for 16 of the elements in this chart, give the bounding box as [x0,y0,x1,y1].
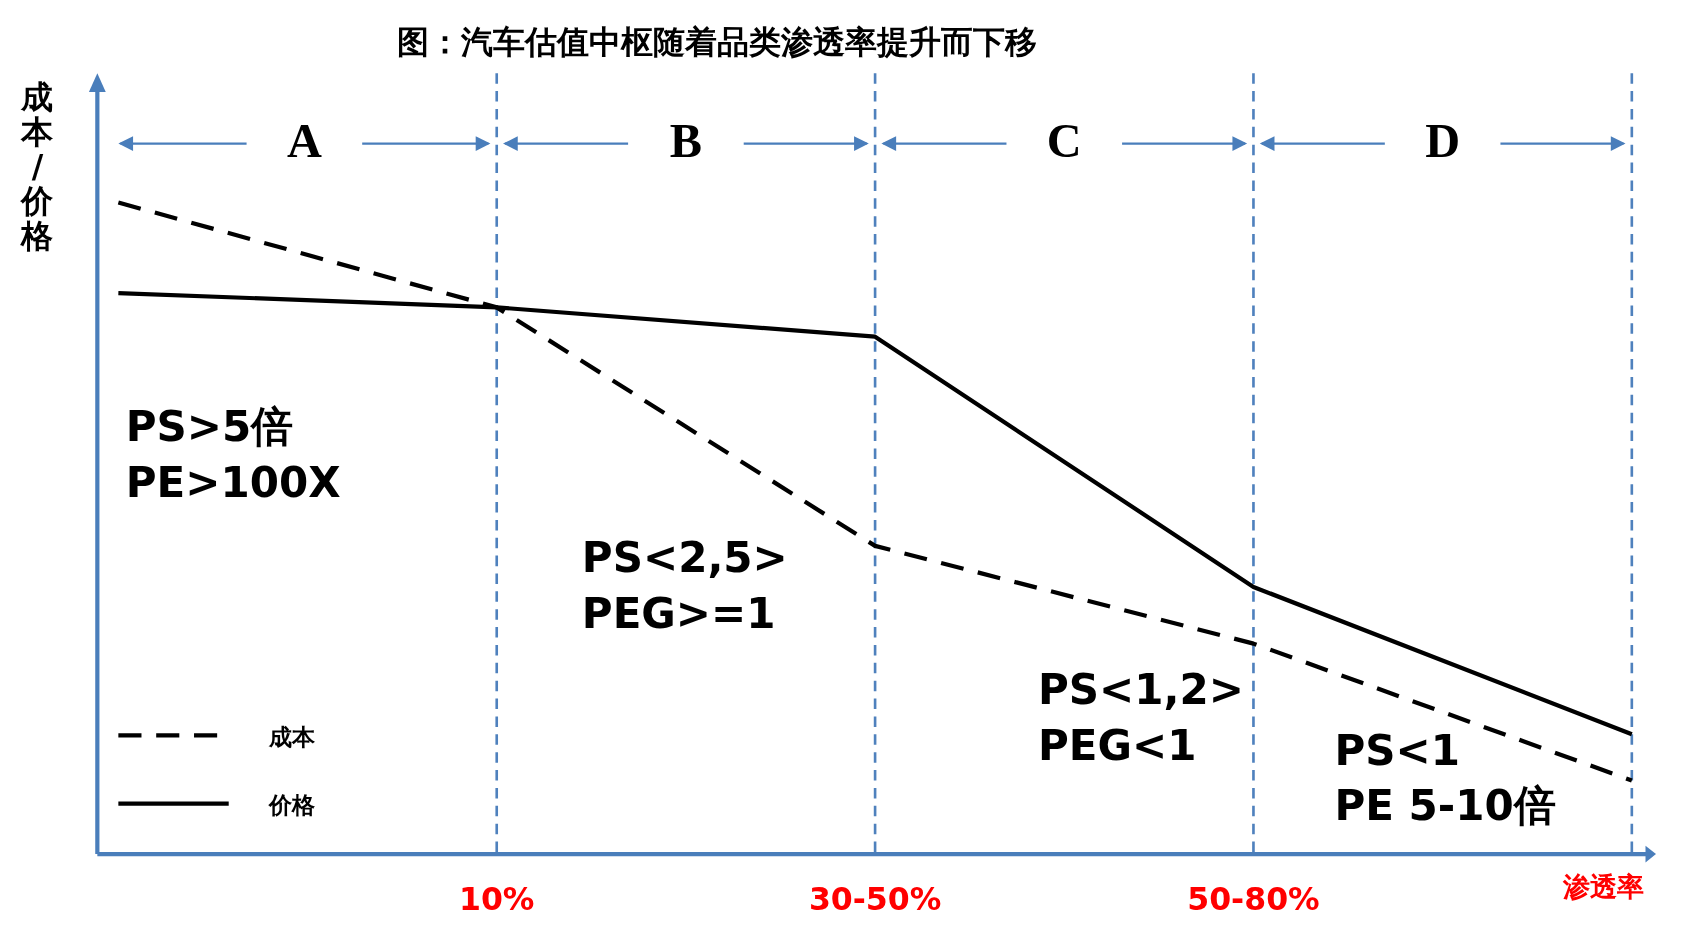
x-tick-label: 10% [459,880,535,917]
chart-title: 图：汽车估值中枢随着品类渗透率提升而下移 [397,24,1038,61]
text: D [1425,114,1461,168]
ref-line-label: A [286,114,322,168]
x-axis-title: 渗透率 [1561,871,1644,903]
x-tick-label: 50-80% [1187,880,1320,917]
annotation: PS<1,2> PEG<1 [1038,664,1244,770]
legend-label: 价格 [267,792,315,819]
ref-line-label: C [1046,114,1082,168]
ref-line-label: B [669,114,703,168]
legend-label: 成本 [267,723,316,750]
x-tick-label: 30-50% [808,880,942,917]
annotation: PS<2,5> PEG>=1 [581,533,788,639]
y-axis-title: 成本/价格 [19,78,55,254]
annotation: PS<1 PE 5-10倍 [1334,725,1556,831]
annotation: PS>5倍 PE>100X [125,402,341,507]
